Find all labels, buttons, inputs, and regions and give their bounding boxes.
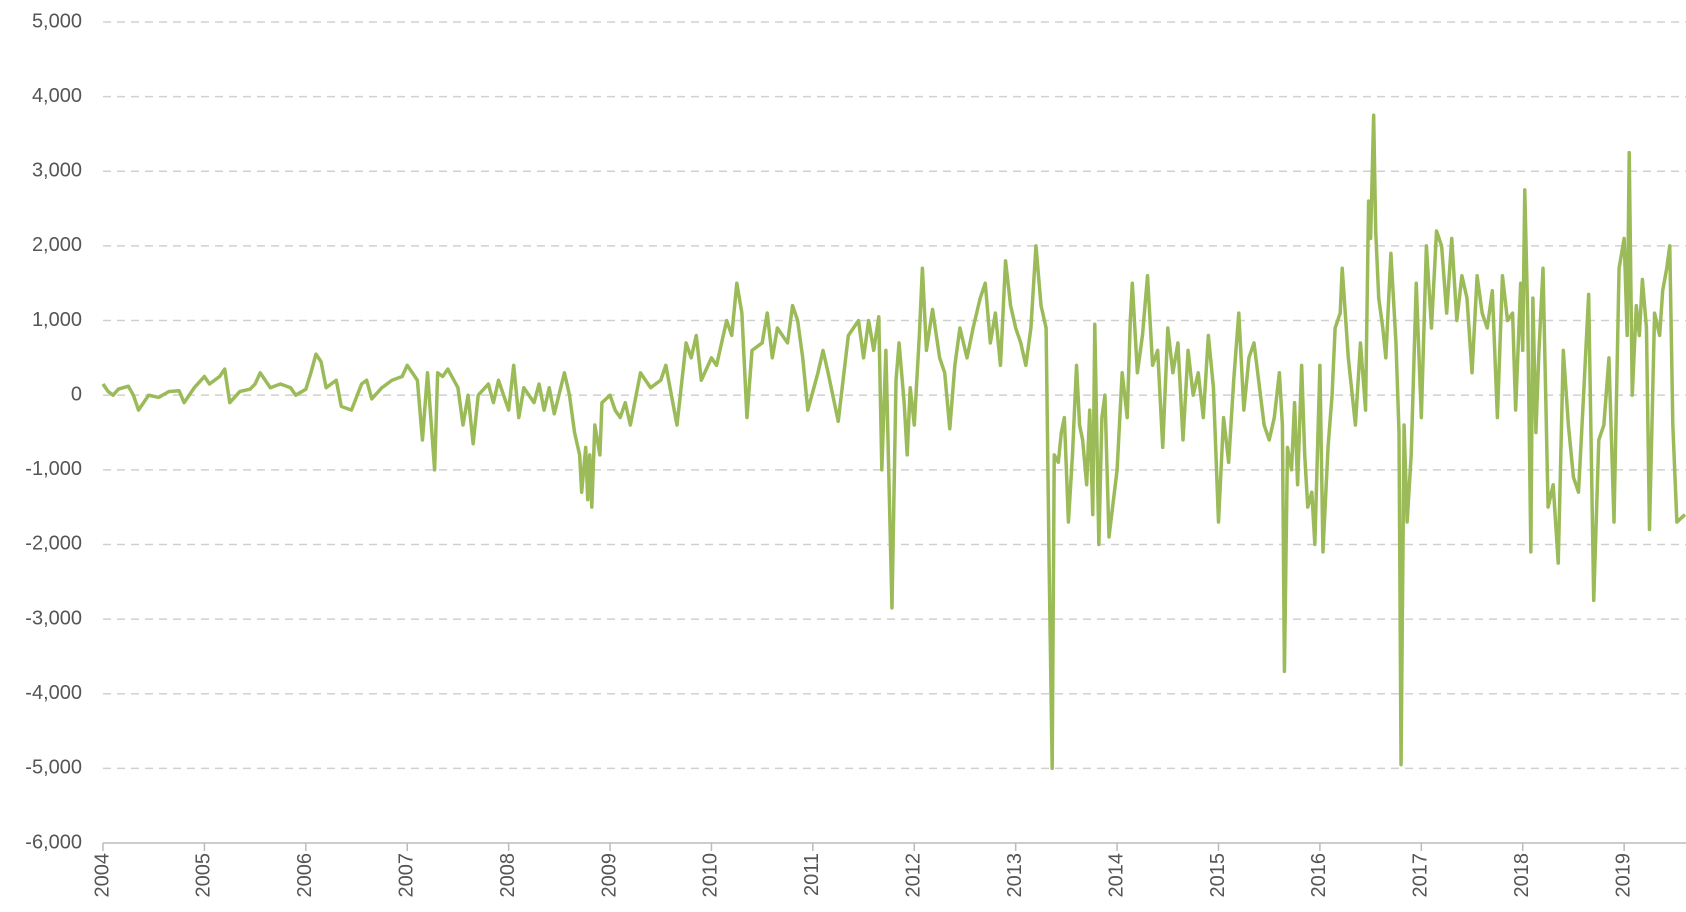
x-tick-label: 2010 [700,853,722,898]
y-tick-label: 2,000 [32,234,82,256]
y-tick-label: 3,000 [32,160,82,182]
x-tick-label: 2017 [1410,853,1432,898]
x-tick-label: 2007 [396,853,418,898]
x-tick-label: 2006 [294,853,316,898]
x-tick-label: 2016 [1308,853,1330,898]
y-tick-label: -1,000 [25,458,82,480]
y-tick-label: 4,000 [32,85,82,107]
x-tick-label: 2009 [598,853,620,898]
x-tick-label: 2012 [903,853,925,898]
x-tick-label: 2005 [193,853,215,898]
x-tick-label: 2013 [1004,853,1026,898]
x-tick-label: 2004 [91,853,113,898]
x-tick-label: 2011 [801,853,823,896]
x-tick-label: 2008 [497,853,519,898]
y-tick-label: 1,000 [32,309,82,331]
x-tick-label: 2019 [1612,853,1634,898]
y-tick-label: -5,000 [25,757,82,779]
y-tick-label: 5,000 [32,10,82,32]
y-tick-label: -6,000 [25,831,82,853]
data-line [101,113,1686,771]
x-tick-label: 2015 [1207,853,1229,898]
y-tick-label: -4,000 [25,682,82,704]
y-tick-label: 0 [71,383,82,405]
y-tick-label: -2,000 [25,533,82,555]
x-tick-label: 2018 [1511,853,1533,898]
x-tick-label: 2014 [1105,853,1127,898]
y-tick-label: -3,000 [25,607,82,629]
